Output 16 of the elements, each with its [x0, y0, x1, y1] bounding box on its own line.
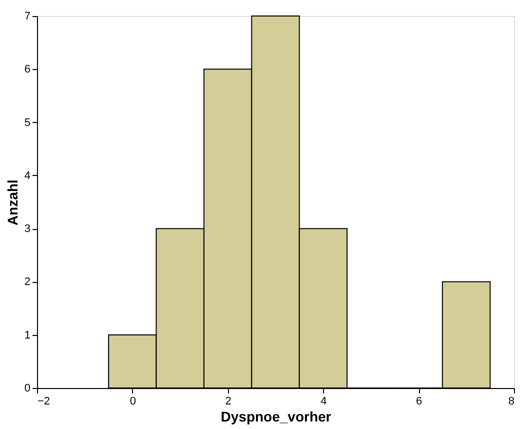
x-tick-label: −2 — [38, 396, 50, 408]
y-axis-title: Anzahl — [4, 180, 20, 226]
y-tick-label: 1 — [24, 329, 30, 342]
y-tick-label: 3 — [24, 223, 30, 236]
x-tick-label: 6 — [416, 396, 422, 408]
x-axis-title: Dyspnoe_vorher — [220, 408, 332, 424]
x-tick-label: 8 — [508, 396, 514, 408]
y-tick-label: 6 — [24, 64, 30, 76]
x-tick-label: 0 — [130, 396, 136, 408]
y-tick-label: 2 — [24, 276, 30, 288]
y-tick-label: 5 — [24, 116, 30, 129]
x-tick-label: 4 — [320, 396, 327, 408]
y-tick-label: 7 — [24, 10, 30, 22]
x-tick-label: 2 — [225, 396, 232, 408]
y-tick-label: 0 — [24, 382, 30, 394]
y-tick-label: 4 — [24, 170, 30, 182]
